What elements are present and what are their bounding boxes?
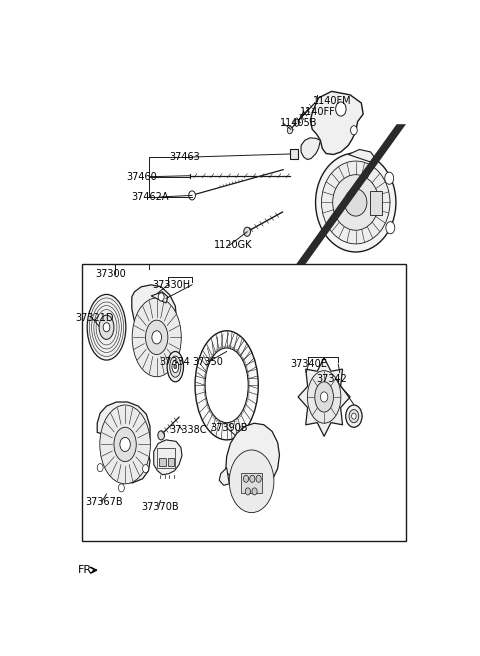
Text: 1140FM: 1140FM (313, 96, 351, 106)
Circle shape (97, 464, 103, 472)
Ellipse shape (87, 295, 126, 360)
Circle shape (174, 365, 177, 369)
Bar (168, 458, 174, 466)
Circle shape (352, 413, 356, 419)
Circle shape (158, 293, 164, 301)
Text: 37390B: 37390B (211, 423, 248, 433)
Text: FR.: FR. (78, 565, 95, 575)
Circle shape (385, 172, 394, 184)
Polygon shape (219, 468, 229, 485)
Ellipse shape (333, 174, 379, 230)
Text: 37342: 37342 (317, 375, 348, 384)
Circle shape (243, 475, 249, 482)
Ellipse shape (167, 352, 183, 382)
Circle shape (120, 438, 130, 451)
Circle shape (336, 102, 346, 116)
Ellipse shape (307, 371, 341, 423)
Ellipse shape (229, 450, 274, 512)
Circle shape (288, 127, 292, 134)
Polygon shape (226, 423, 279, 489)
Circle shape (250, 475, 255, 482)
Text: 37462A: 37462A (132, 192, 169, 202)
Text: 37463: 37463 (170, 152, 201, 162)
Polygon shape (97, 402, 150, 483)
Polygon shape (348, 150, 374, 162)
Bar (83, 264, 406, 541)
Circle shape (349, 409, 359, 422)
Circle shape (143, 464, 148, 473)
Circle shape (119, 484, 124, 492)
Ellipse shape (170, 356, 181, 377)
Bar (370, 191, 382, 215)
Text: 37350: 37350 (192, 357, 223, 367)
Text: 1120GK: 1120GK (215, 240, 253, 251)
Polygon shape (154, 440, 182, 475)
Bar (241, 473, 262, 493)
Circle shape (103, 323, 110, 332)
Ellipse shape (315, 382, 334, 412)
Ellipse shape (114, 427, 136, 462)
Polygon shape (132, 285, 177, 371)
Text: 37367B: 37367B (85, 497, 122, 507)
Text: 37338C: 37338C (169, 425, 206, 436)
Ellipse shape (132, 298, 181, 377)
Text: 37330H: 37330H (152, 280, 191, 290)
Bar (159, 458, 166, 466)
Circle shape (158, 431, 165, 440)
Text: 1140FF: 1140FF (300, 106, 336, 117)
Ellipse shape (145, 320, 168, 354)
Circle shape (256, 475, 261, 482)
Ellipse shape (315, 153, 396, 252)
Circle shape (189, 191, 195, 200)
Circle shape (350, 126, 357, 134)
Bar (157, 449, 175, 468)
Circle shape (294, 119, 299, 126)
Circle shape (152, 331, 162, 344)
Circle shape (252, 488, 257, 495)
Text: 37460: 37460 (126, 172, 157, 182)
Ellipse shape (172, 361, 179, 373)
Ellipse shape (99, 315, 114, 339)
Polygon shape (298, 358, 350, 436)
Text: 37300: 37300 (96, 269, 126, 279)
Circle shape (346, 405, 362, 427)
Bar (290, 150, 298, 159)
Ellipse shape (322, 161, 390, 244)
Text: 11405B: 11405B (280, 118, 318, 128)
Text: 37334: 37334 (160, 357, 191, 367)
Ellipse shape (345, 189, 367, 216)
Ellipse shape (100, 405, 150, 484)
Text: 37340E: 37340E (290, 359, 327, 369)
Circle shape (245, 488, 251, 495)
Text: 37321D: 37321D (76, 313, 114, 323)
Polygon shape (311, 91, 363, 155)
Polygon shape (296, 124, 406, 264)
Circle shape (386, 222, 395, 234)
Ellipse shape (195, 331, 258, 440)
Circle shape (321, 392, 328, 402)
Polygon shape (301, 138, 321, 159)
Circle shape (244, 227, 251, 236)
Polygon shape (151, 292, 168, 303)
Text: 37370B: 37370B (141, 502, 179, 512)
Ellipse shape (205, 348, 248, 422)
